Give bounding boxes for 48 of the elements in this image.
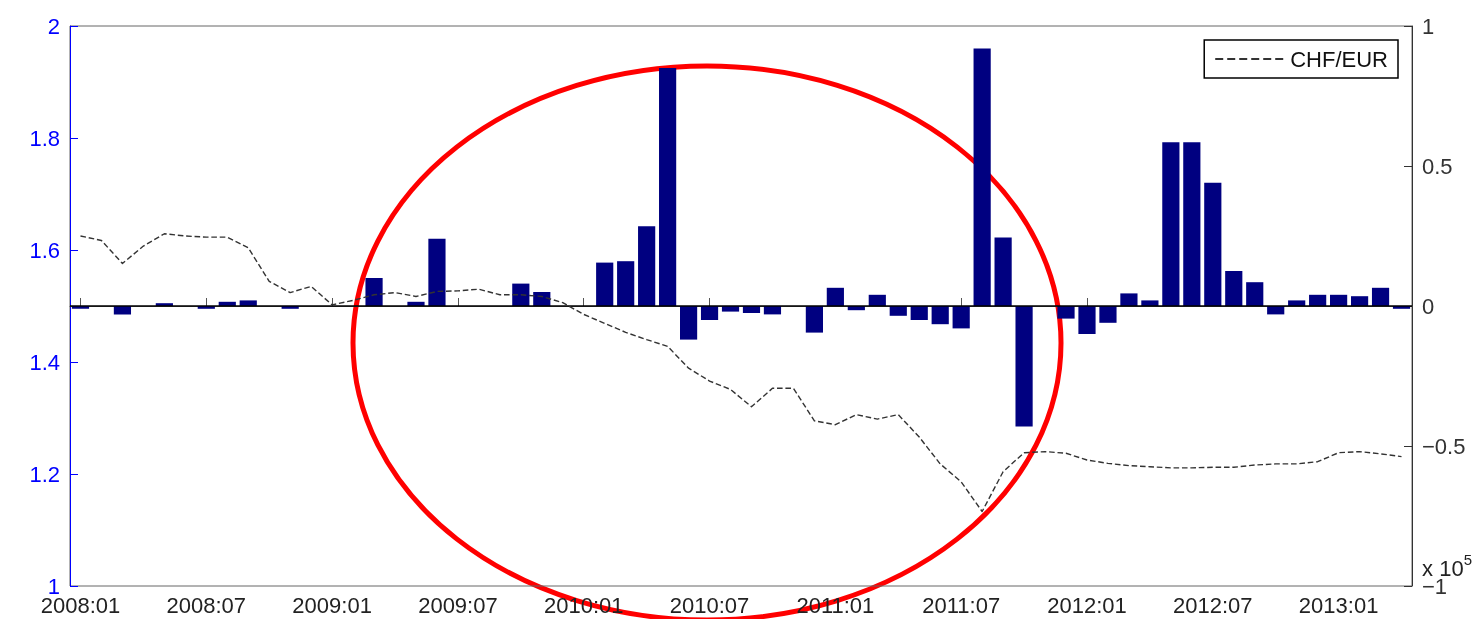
bar	[973, 48, 991, 306]
x-tick-label: 2009:01	[292, 592, 372, 618]
bar	[1099, 306, 1117, 323]
bar	[805, 306, 823, 333]
bar	[1015, 306, 1033, 427]
y2-tick-label: 0	[1422, 293, 1435, 319]
bar	[1350, 296, 1369, 306]
y-tick-label: 2	[47, 13, 60, 39]
bar	[889, 306, 907, 316]
bar	[931, 306, 949, 325]
y2-tick-label: 1	[1422, 13, 1435, 39]
y-tick-label: 1.2	[29, 461, 60, 487]
bar	[952, 306, 970, 329]
bar	[659, 68, 677, 306]
x-tick-label: 2008:07	[166, 592, 247, 618]
legend-label: CHF/EUR	[1290, 46, 1389, 72]
y2-tick-label: 0.5	[1422, 153, 1453, 179]
bar	[994, 237, 1012, 306]
bar	[1120, 293, 1138, 306]
y-tick-label: 1	[47, 573, 60, 599]
x-tick-label: 2011:07	[922, 592, 1001, 618]
bar	[1057, 306, 1075, 319]
x-tick-label: 2012:07	[1173, 592, 1253, 618]
line-series	[79, 233, 1403, 513]
bar	[1246, 282, 1264, 306]
bar	[910, 306, 928, 320]
bar	[1204, 182, 1222, 306]
bar	[1078, 306, 1096, 334]
bar	[679, 306, 698, 340]
x-tick-label: 2010:07	[669, 592, 750, 618]
bar	[638, 226, 656, 306]
bar	[1225, 271, 1243, 306]
bar	[617, 261, 635, 306]
x-tick-label: 2013:01	[1298, 592, 1379, 618]
bar	[428, 238, 446, 306]
y2-tick-label: −0.5	[1422, 433, 1466, 459]
bar	[1183, 142, 1201, 306]
bar	[365, 278, 383, 306]
x-tick-label: 2012:01	[1047, 592, 1127, 618]
bar	[700, 306, 719, 320]
y-tick-label: 1.8	[29, 125, 60, 151]
y-tick-label: 1.6	[29, 237, 60, 263]
bar	[1162, 142, 1180, 306]
x-tick-label: 2009:07	[418, 592, 498, 618]
y-tick-label: 1.4	[29, 349, 60, 375]
bar	[826, 287, 844, 306]
bar	[596, 262, 614, 306]
bar	[1371, 287, 1390, 306]
